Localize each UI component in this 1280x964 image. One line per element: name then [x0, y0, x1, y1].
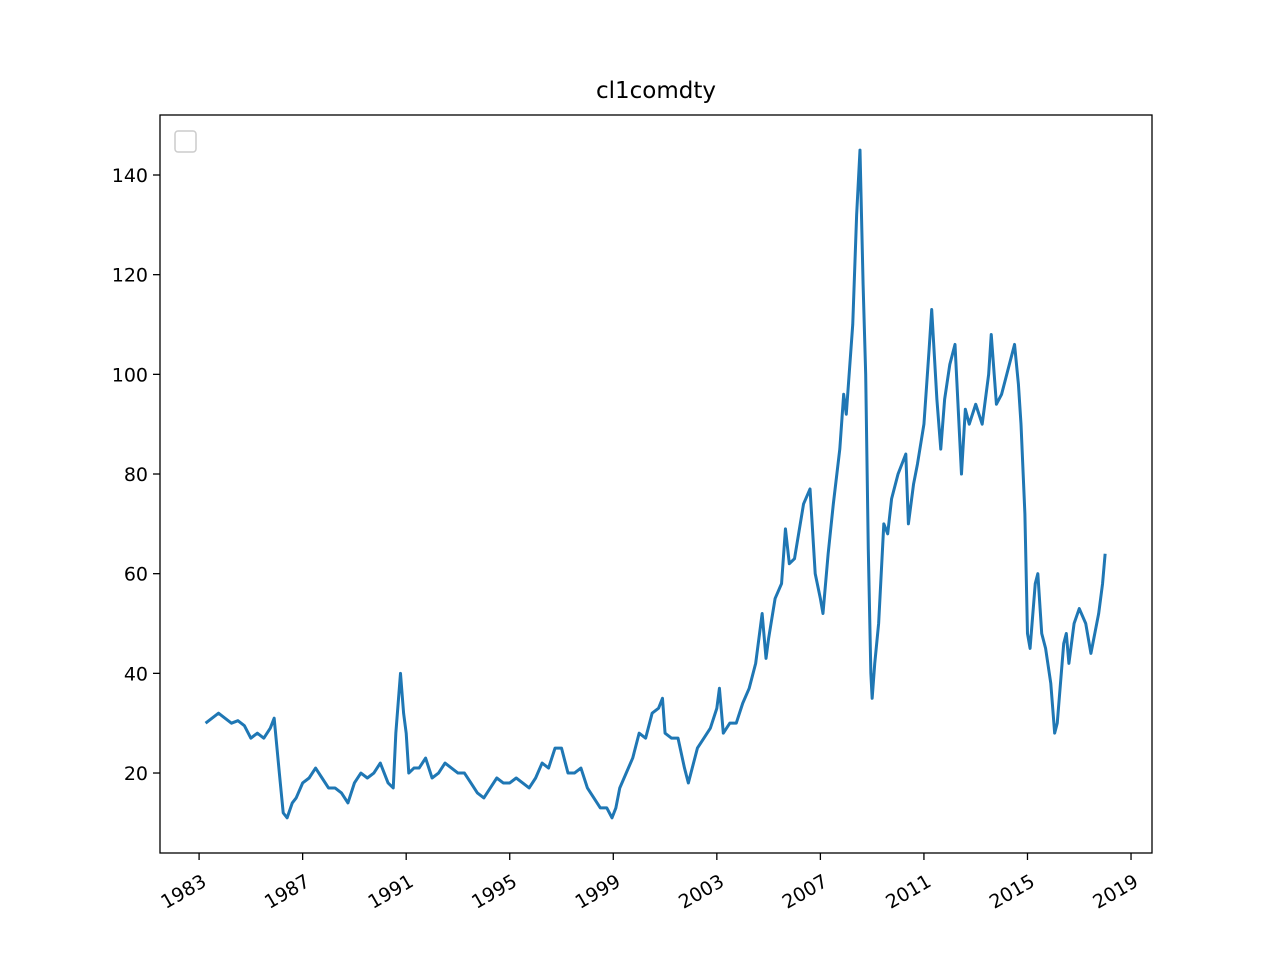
y-tick-label: 120: [112, 265, 148, 287]
y-tick-label: 100: [112, 364, 148, 386]
x-tick-label: 2019: [1089, 870, 1142, 913]
x-tick-label: 2003: [675, 870, 728, 913]
y-tick-label: 60: [124, 564, 148, 586]
x-tick-label: 1995: [468, 870, 521, 913]
x-tick-label: 1999: [572, 870, 625, 913]
plot-frame: [159, 114, 1153, 854]
y-tick-label: 80: [124, 464, 148, 486]
x-tick-label: 1983: [157, 870, 210, 913]
legend: [174, 130, 197, 153]
x-tick-label: 1991: [364, 870, 417, 913]
y-tick-label: 140: [112, 165, 148, 187]
y-tick-label: 20: [124, 763, 148, 785]
x-tick-label: 2007: [779, 870, 832, 913]
x-tick-label: 2011: [882, 870, 935, 913]
y-tick-label: 40: [124, 663, 148, 685]
x-tick-label: 1987: [261, 870, 314, 913]
line-series: [204, 148, 1107, 820]
chart-title: cl1comdty: [596, 78, 716, 104]
x-tick-label: 2015: [986, 870, 1039, 913]
